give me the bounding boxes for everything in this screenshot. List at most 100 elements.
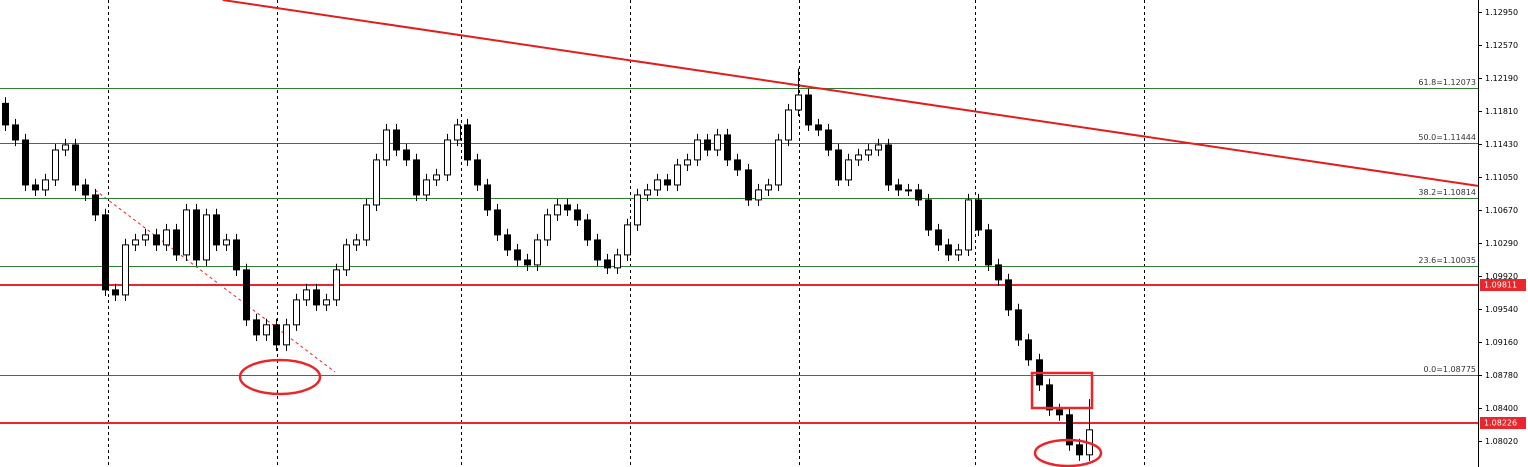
- candle-body: [293, 299, 300, 326]
- candle-body: [1046, 384, 1053, 411]
- y-tick-label: 1.11810: [1485, 107, 1518, 116]
- candle-body: [464, 124, 471, 161]
- candle-body: [644, 189, 651, 196]
- candle-body: [504, 234, 511, 251]
- candle-body: [263, 324, 270, 336]
- candle-body: [865, 149, 872, 156]
- y-tick-label: 1.08400: [1485, 404, 1518, 413]
- dotted-trend: [94, 189, 336, 373]
- candle-body: [755, 189, 762, 201]
- candle-body: [183, 209, 190, 256]
- candle-body: [875, 144, 882, 151]
- candle-body: [62, 144, 69, 151]
- candle-body: [885, 144, 892, 186]
- fib-label: 0.0=1.08775: [1423, 365, 1476, 374]
- candle-body: [193, 209, 200, 261]
- candle-body: [1056, 409, 1063, 416]
- candle-body: [373, 159, 380, 206]
- y-tick-label: 1.12190: [1485, 74, 1518, 83]
- candle-body: [333, 269, 340, 301]
- candle-body: [1076, 444, 1083, 456]
- fib-label: 38.2=1.10814: [1418, 188, 1476, 197]
- candle-body: [825, 129, 832, 151]
- candle-body: [163, 229, 170, 246]
- plot: 61.8=1.12073 50.0=1.11444 38.2=1.10814 23.6…: [0, 0, 1479, 467]
- low-circle: [238, 358, 322, 396]
- candle-body: [785, 109, 792, 141]
- candle-body: [654, 179, 661, 191]
- candle-body: [82, 184, 89, 196]
- candle-body: [313, 289, 320, 306]
- candle-body: [895, 184, 902, 191]
- price-box: [1480, 417, 1526, 429]
- price-box: [1480, 279, 1526, 291]
- y-tick-label: 1.10670: [1485, 206, 1518, 215]
- candle-body: [624, 224, 631, 256]
- candle-body: [674, 164, 681, 186]
- candle-body: [142, 234, 149, 241]
- candle-body: [323, 299, 330, 306]
- candle-body: [393, 129, 400, 151]
- candle-body: [634, 194, 641, 226]
- candle-body: [343, 244, 350, 271]
- candle-body: [745, 169, 752, 201]
- candle-body: [444, 139, 451, 176]
- fib-label: 61.8=1.12073: [1418, 78, 1476, 87]
- candle-body: [564, 204, 571, 211]
- candle-body: [855, 154, 862, 161]
- candle-body: [213, 214, 220, 246]
- candle-body: [233, 239, 240, 271]
- candle-body: [594, 239, 601, 261]
- candle-body: [132, 239, 139, 246]
- candle-body: [684, 159, 691, 166]
- candle-body: [704, 139, 711, 151]
- trendline: [222, 0, 1479, 187]
- candle-body: [935, 229, 942, 246]
- candle-body: [734, 159, 741, 171]
- low-circle: [1033, 438, 1103, 467]
- candle-body: [915, 189, 922, 201]
- candle-body: [303, 289, 310, 301]
- price-label: 1.09811: [1484, 281, 1517, 290]
- candle-body: [724, 134, 731, 161]
- candle-body: [403, 149, 410, 161]
- candle-body: [42, 179, 49, 191]
- candle-body: [614, 254, 621, 269]
- candle-body: [2, 102, 9, 126]
- y-tick-label: 1.12950: [1485, 8, 1518, 17]
- candle-body: [153, 234, 160, 246]
- highlight-box: [1030, 371, 1094, 410]
- candle-body: [423, 179, 430, 196]
- y-tick-label: 1.09540: [1485, 305, 1518, 314]
- candle-body: [805, 94, 812, 126]
- y-tick-label: 1.11430: [1485, 140, 1518, 149]
- candle-body: [534, 239, 541, 266]
- candle-body: [243, 269, 250, 321]
- y-tick-label: 1.09920: [1485, 272, 1518, 281]
- candle-body: [102, 214, 109, 291]
- y-tick-label: 1.12570: [1485, 41, 1518, 50]
- candle-body: [574, 209, 581, 221]
- candle-body: [413, 159, 420, 196]
- candle-body: [494, 209, 501, 236]
- candle-body: [12, 124, 19, 141]
- candle-body: [1015, 309, 1022, 341]
- candle-body: [223, 239, 230, 246]
- candle-body: [383, 129, 390, 161]
- candle-body: [835, 149, 842, 181]
- candle-body: [845, 159, 852, 181]
- candle-body: [454, 124, 461, 141]
- y-tick-label: 1.08780: [1485, 371, 1518, 380]
- candle-body: [1025, 339, 1032, 361]
- candle-body: [173, 229, 180, 256]
- candle-body: [965, 199, 972, 251]
- y-tick-label: 1.11050: [1485, 173, 1518, 182]
- candle-body: [905, 189, 912, 192]
- candle-body: [524, 259, 531, 266]
- candle-body: [353, 239, 360, 246]
- candle-body: [514, 249, 521, 261]
- candle-body: [995, 264, 1002, 281]
- fib-label: 50.0=1.11444: [1418, 133, 1476, 142]
- candle-body: [32, 184, 39, 191]
